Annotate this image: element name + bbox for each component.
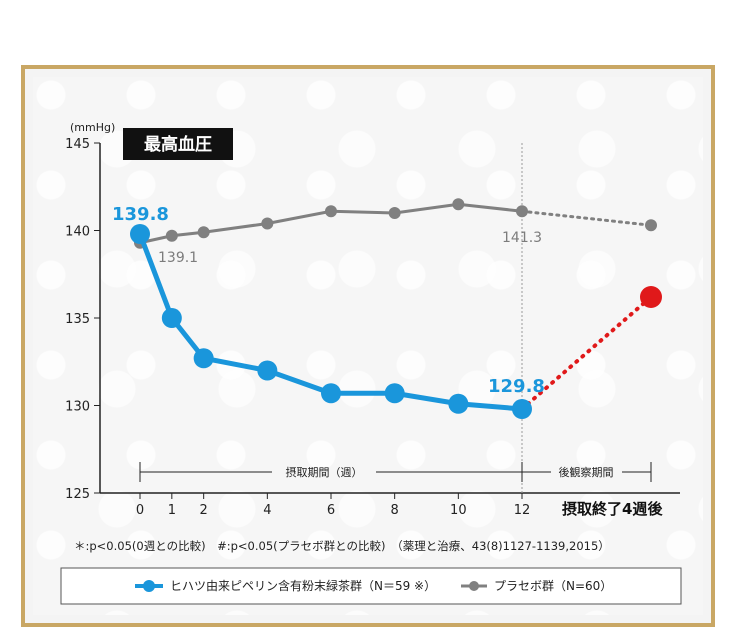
intake-period-bracket: 摂取期間（週） bbox=[139, 462, 523, 482]
x-tick-label: 4 bbox=[263, 503, 271, 518]
intake-period-label: 摂取期間（週） bbox=[286, 465, 363, 479]
data-point-placebo bbox=[452, 198, 465, 211]
chart-background bbox=[33, 77, 703, 615]
data-point-placebo bbox=[388, 207, 401, 219]
data-point-placebo-after bbox=[645, 219, 657, 232]
data-point-piperine-after bbox=[640, 286, 662, 308]
data-label-gray-start: 139.1 bbox=[158, 250, 198, 266]
data-point-placebo bbox=[325, 205, 337, 218]
post-period-bracket: 後観察期間 bbox=[522, 462, 652, 482]
chart-title: 最高血圧 bbox=[144, 134, 212, 155]
x-tick-label: 2 bbox=[200, 503, 208, 518]
data-point-piperine bbox=[257, 360, 278, 381]
chart-frame bbox=[21, 65, 715, 627]
data-point-piperine bbox=[193, 348, 214, 369]
footnote: ＊:p<0.05(0週との比較) #:p<0.05(プラセボ群との比較) （薬理… bbox=[74, 539, 610, 553]
legend-item-gray: プラセボ群（N=60） bbox=[461, 579, 612, 593]
legend-label-blue: ヒハツ由来ピペリン含有粉末緑茶群（N＝59 ※） bbox=[170, 578, 436, 593]
legend-item-blue: ヒハツ由来ピペリン含有粉末緑茶群（N＝59 ※） bbox=[135, 578, 436, 593]
series-followup-line-placebo bbox=[520, 209, 653, 227]
data-point-piperine bbox=[321, 383, 341, 404]
data-point-placebo bbox=[516, 205, 528, 218]
x-axis-ticks: 0 1 2 4 6 8 10 12 bbox=[136, 493, 530, 518]
y-tick-label: 135 bbox=[65, 312, 90, 327]
x-tick-label: 8 bbox=[391, 503, 399, 518]
y-tick-label: 140 bbox=[65, 225, 90, 240]
y-axis-ticks: 145 140 135 130 125 bbox=[65, 137, 100, 502]
x-tick-label: 0 bbox=[136, 503, 144, 518]
y-tick-label: 125 bbox=[65, 487, 90, 502]
x-tick-label: 10 bbox=[450, 503, 467, 518]
y-axis-unit-label: (mmHg) bbox=[70, 121, 115, 134]
x-tick-label: 12 bbox=[514, 503, 531, 518]
data-point-placebo bbox=[165, 229, 178, 242]
data-point-placebo bbox=[197, 226, 210, 239]
data-point-piperine bbox=[130, 224, 150, 244]
data-label-blue-start: 139.8 bbox=[112, 204, 169, 225]
data-point-placebo bbox=[261, 217, 274, 230]
y-tick-label: 130 bbox=[65, 400, 90, 415]
data-label-blue-end: 129.8 bbox=[488, 376, 545, 397]
legend-box bbox=[60, 567, 682, 605]
data-point-piperine bbox=[448, 393, 469, 414]
series-layer: 139.8 129.8 139.1 141.3 bbox=[112, 198, 662, 419]
data-point-piperine bbox=[512, 399, 532, 419]
chart-title-box bbox=[123, 128, 233, 160]
data-point-piperine bbox=[161, 308, 182, 328]
x-tick-label: 6 bbox=[327, 503, 335, 518]
after-period-label: 摂取終了4週後 bbox=[562, 500, 663, 518]
series-followup-line-piperine bbox=[520, 295, 653, 411]
post-period-label: 後観察期間 bbox=[559, 465, 614, 479]
data-label-gray-end: 141.3 bbox=[502, 230, 542, 246]
y-tick-label: 145 bbox=[65, 137, 90, 152]
data-point-piperine bbox=[384, 383, 405, 404]
legend-label-gray: プラセボ群（N=60） bbox=[494, 579, 612, 593]
x-tick-label: 1 bbox=[168, 503, 176, 518]
